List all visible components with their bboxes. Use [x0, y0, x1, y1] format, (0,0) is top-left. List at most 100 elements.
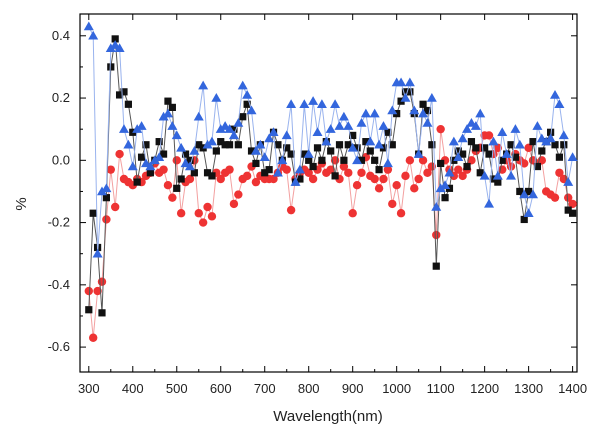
data-point-square — [344, 141, 352, 149]
data-point-circle — [102, 215, 111, 224]
series-line — [88, 26, 574, 254]
data-point-square — [146, 169, 154, 177]
data-point-square — [555, 153, 564, 161]
data-point-circle — [388, 199, 397, 209]
data-point-circle — [427, 162, 437, 171]
data-point-circle — [564, 193, 573, 202]
data-point-circle — [555, 168, 564, 177]
data-point-triangle — [294, 164, 305, 174]
data-point-triangle — [114, 43, 125, 52]
data-point-square — [212, 147, 220, 155]
data-point-circle — [115, 149, 124, 159]
data-point-square — [177, 175, 185, 183]
data-point-triangle — [281, 130, 292, 140]
x-tick-label: 1300 — [514, 381, 543, 396]
data-point-triangle — [264, 133, 275, 143]
data-point-square — [551, 141, 559, 149]
data-point-circle — [168, 193, 177, 202]
data-point-triangle — [149, 155, 160, 165]
data-point-triangle — [435, 183, 446, 193]
data-point-square — [234, 141, 242, 149]
data-point-circle — [185, 174, 195, 184]
data-point-triangle — [118, 124, 129, 133]
data-point-circle — [352, 181, 362, 190]
data-point-square — [89, 209, 97, 217]
data-point-square — [533, 162, 542, 171]
data-point-triangle — [462, 124, 473, 133]
data-point-square — [529, 138, 537, 146]
data-point-circle — [194, 209, 203, 218]
data-point-circle — [326, 165, 335, 174]
data-point-square — [195, 141, 203, 149]
data-point-triangle — [272, 167, 283, 177]
data-point-square — [120, 88, 128, 96]
data-point-circle — [172, 156, 181, 165]
data-point-triangle — [448, 136, 459, 146]
data-point-triangle — [96, 186, 107, 196]
data-point-circle — [432, 230, 441, 240]
data-point-triangle — [506, 170, 517, 180]
data-point-square — [485, 150, 493, 158]
data-point-square — [287, 150, 295, 158]
data-point-triangle — [237, 80, 248, 90]
y-axis-ticks: -0.6 -0.4 -0.2 0.0 0.2 0.4 — [48, 28, 577, 354]
data-point-triangle — [343, 121, 354, 130]
data-point-square — [441, 194, 449, 202]
data-point-triangle — [145, 161, 156, 171]
data-point-square — [432, 262, 440, 270]
data-point-circle — [410, 184, 419, 193]
data-point-triangle — [356, 117, 367, 127]
data-point-triangle — [374, 139, 385, 149]
data-point-circle — [251, 177, 261, 187]
data-point-circle — [401, 171, 410, 181]
data-point-triangle — [88, 30, 99, 40]
data-point-circle — [229, 199, 239, 209]
data-point-triangle — [255, 139, 266, 149]
data-point-square — [419, 100, 427, 108]
data-point-square — [318, 156, 326, 164]
data-point-triangle — [545, 133, 556, 143]
data-point-triangle — [321, 136, 332, 146]
data-point-triangle — [92, 248, 103, 258]
data-point-square — [467, 138, 476, 146]
data-point-triangle — [369, 108, 380, 118]
data-point-square — [454, 147, 462, 155]
data-point-circle — [198, 218, 208, 227]
data-point-square — [520, 215, 528, 224]
data-point-triangle — [206, 136, 217, 146]
data-point-circle — [423, 168, 432, 177]
data-point-square — [498, 156, 506, 164]
data-point-circle — [84, 286, 93, 296]
x-tick-label: 1400 — [558, 381, 587, 396]
data-point-triangle — [268, 127, 279, 137]
data-point-square — [107, 63, 115, 71]
data-point-triangle — [514, 139, 525, 149]
data-point-square — [560, 141, 568, 149]
data-point-circle — [234, 190, 243, 199]
data-point-square — [252, 159, 260, 168]
data-point-square — [133, 178, 141, 186]
data-point-circle — [405, 156, 415, 165]
data-point-triangle — [334, 121, 345, 130]
data-point-square — [494, 178, 502, 186]
x-tick-label: 400 — [122, 381, 144, 396]
x-tick-label: 1100 — [427, 381, 455, 396]
data-point-triangle — [330, 99, 341, 109]
data-point-triangle — [365, 136, 376, 146]
data-point-triangle — [558, 130, 569, 140]
data-point-triangle — [228, 130, 239, 140]
data-point-triangle — [308, 96, 319, 105]
data-point-triangle — [136, 121, 147, 130]
data-point-triangle — [444, 167, 455, 177]
series-2 — [83, 21, 578, 258]
data-point-circle — [304, 168, 313, 177]
data-point-triangle — [352, 155, 363, 165]
y-tick-label: -0.4 — [48, 277, 70, 292]
data-point-square — [102, 194, 110, 202]
data-point-triangle — [431, 202, 442, 211]
data-point-triangle — [479, 170, 490, 180]
data-point-circle — [216, 174, 225, 184]
data-point-circle — [550, 193, 560, 202]
